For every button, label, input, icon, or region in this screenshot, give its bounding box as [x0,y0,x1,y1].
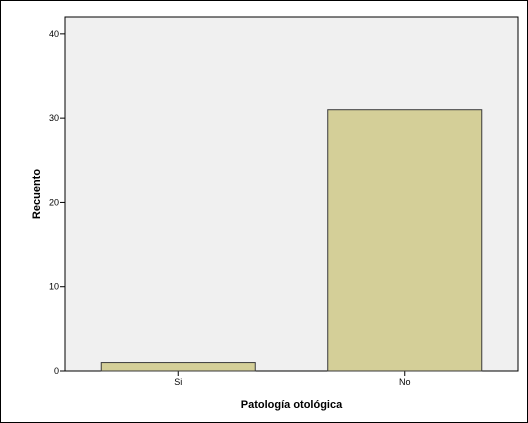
x-tick-label: Si [174,377,182,387]
bars [100,109,483,372]
y-axis: 0 10 20 30 40 [49,29,65,376]
y-tick-label: 40 [49,29,59,39]
x-axis-title: Patología otológica [241,399,343,411]
bar [100,362,256,372]
y-tick-label: 20 [49,197,59,207]
y-tick-label: 10 [49,282,59,292]
y-tick-label: 30 [49,113,59,123]
bar [327,109,483,372]
x-tick-label: No [399,377,411,387]
x-axis: Si No [174,371,411,387]
y-tick-label: 0 [54,366,59,376]
y-axis-title: Recuento [31,169,43,219]
